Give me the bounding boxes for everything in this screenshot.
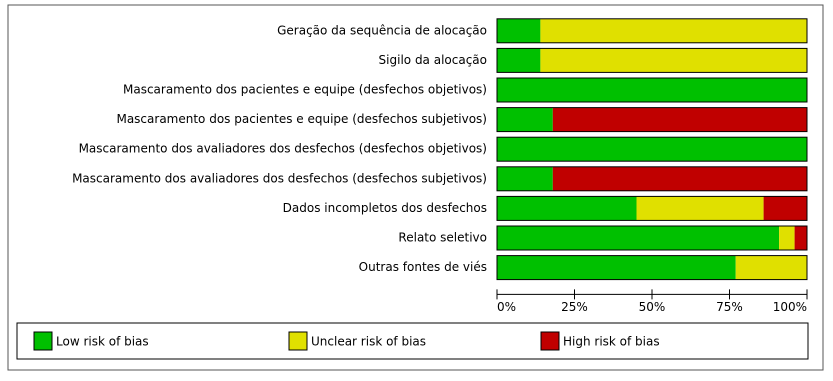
category-label: Mascaramento dos pacientes e equipe (des… (123, 83, 487, 97)
bar-outline (496, 255, 808, 281)
category-label: Mascaramento dos pacientes e equipe (des… (116, 112, 487, 126)
bar-segment (540, 48, 807, 73)
bar-segment (540, 18, 807, 43)
legend-label: High risk of bias (563, 335, 660, 349)
bar-outline (496, 195, 808, 221)
x-tick-label: 100% (773, 300, 807, 314)
bar-outline (496, 77, 808, 103)
bar-outline (496, 47, 808, 73)
bar-segment (497, 226, 780, 250)
x-tick-label: 50% (639, 300, 666, 314)
bar-segment (497, 166, 553, 191)
bar-segment (497, 78, 807, 102)
bar-outline (496, 107, 808, 133)
legend-swatch (33, 331, 53, 351)
bar-segment (497, 48, 541, 73)
bar-segment (497, 18, 541, 43)
bar-segment (763, 196, 807, 221)
x-tick-label: 25% (561, 300, 588, 314)
legend-swatch (540, 331, 560, 351)
bar-segment (497, 137, 807, 162)
bar-segment (552, 166, 807, 191)
bar-segment (552, 107, 807, 132)
bar-segment (735, 255, 807, 280)
x-tick-label: 75% (716, 300, 743, 314)
bar-segment (497, 107, 553, 132)
category-label: Dados incompletos dos desfechos (283, 201, 487, 215)
bar-segment (497, 255, 736, 280)
category-label: Sigilo da alocação (379, 53, 487, 67)
category-label: Geração da sequência de alocação (277, 23, 487, 37)
category-label: Mascaramento dos avaliadores dos desfech… (79, 142, 487, 156)
category-label: Mascaramento dos avaliadores dos desfech… (72, 171, 487, 185)
category-label: Relato seletivo (398, 231, 487, 245)
bar-outline (496, 166, 808, 192)
legend-label: Low risk of bias (56, 335, 149, 349)
x-tick-label: 0% (497, 300, 516, 314)
legend-label: Unclear risk of bias (311, 335, 426, 349)
legend-box (16, 322, 809, 360)
bar-segment (779, 226, 795, 250)
bar-segment (794, 226, 807, 250)
bar-segment (636, 196, 764, 221)
bar-outline (496, 225, 808, 251)
category-label: Outras fontes de viés (359, 260, 487, 274)
bar-outline (496, 136, 808, 162)
bar-segment (497, 196, 637, 221)
legend-swatch (288, 331, 308, 351)
bar-outline (496, 18, 808, 44)
